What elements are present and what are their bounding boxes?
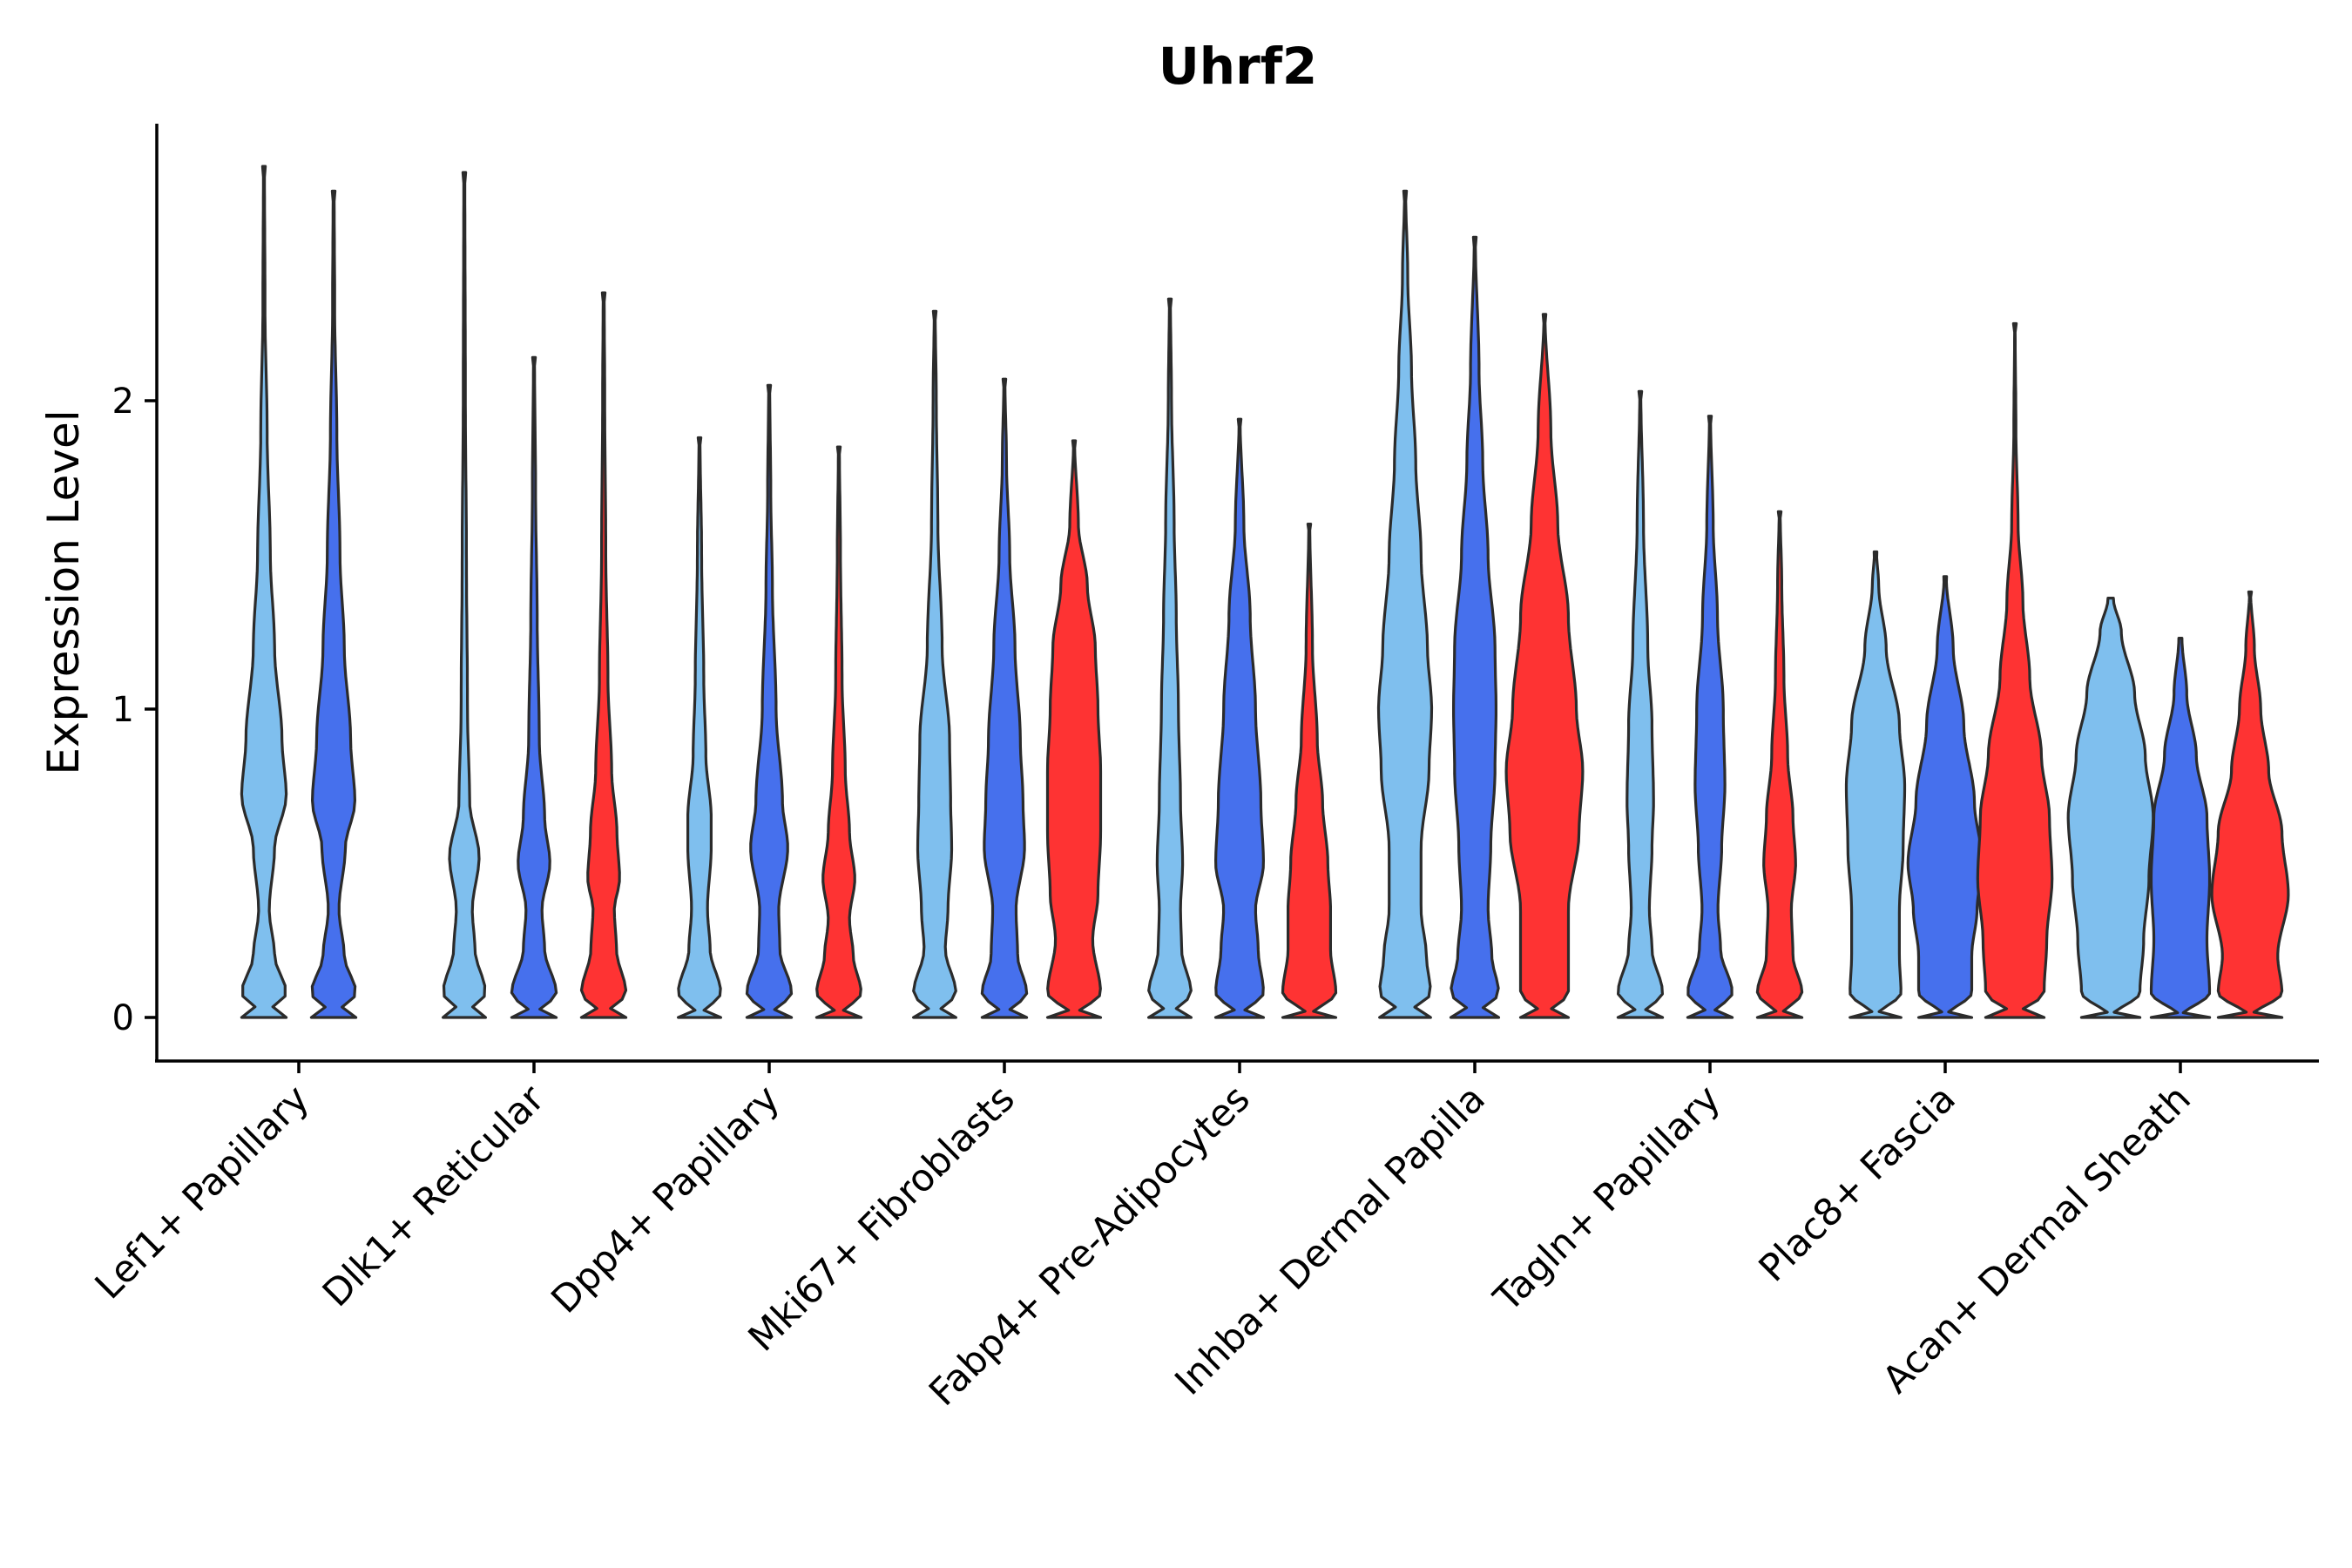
violin-1-1 bbox=[240, 165, 288, 1019]
violin-9-1 bbox=[2066, 597, 2155, 1019]
violin-3-3 bbox=[814, 445, 863, 1019]
violin-group-5 bbox=[1147, 297, 1338, 1019]
y-ticks: 0 1 2 bbox=[112, 382, 157, 1038]
violin-2-1 bbox=[442, 171, 487, 1019]
x-tick-label: Dpp4+ Papillary bbox=[544, 1077, 788, 1321]
violin-5-1 bbox=[1147, 297, 1193, 1019]
violin-group-2 bbox=[442, 171, 628, 1019]
violins-layer bbox=[240, 165, 2290, 1019]
violin-7-1 bbox=[1616, 389, 1665, 1019]
y-tick-label: 2 bbox=[112, 382, 134, 422]
violin-6-1 bbox=[1376, 189, 1434, 1019]
violin-2-3 bbox=[579, 291, 628, 1019]
violin-group-3 bbox=[677, 383, 863, 1019]
violin-7-3 bbox=[1755, 510, 1804, 1019]
violin-8-2 bbox=[1906, 575, 1984, 1019]
violin-group-6 bbox=[1376, 189, 1585, 1019]
x-tick-label: Tagln+ Papillary bbox=[1485, 1077, 1729, 1321]
violin-3-1 bbox=[677, 436, 722, 1019]
violin-1-2 bbox=[309, 189, 358, 1019]
violin-4-1 bbox=[912, 309, 957, 1019]
x-tick-label: Mki67+ Fibroblasts bbox=[740, 1077, 1024, 1360]
y-axis-label: Expression Level bbox=[38, 409, 89, 774]
violin-group-9 bbox=[2066, 590, 2290, 1019]
violin-group-8 bbox=[1844, 321, 2054, 1019]
violin-4-2 bbox=[980, 377, 1029, 1019]
chart-title: Uhrf2 bbox=[1159, 37, 1318, 96]
violin-7-2 bbox=[1686, 415, 1734, 1019]
violin-9-2 bbox=[2149, 637, 2212, 1019]
x-tick-label: Plac8+ Fascia bbox=[1751, 1077, 1964, 1290]
axes-layer bbox=[155, 124, 2319, 1063]
violin-6-2 bbox=[1449, 235, 1501, 1019]
violin-5-2 bbox=[1213, 417, 1266, 1019]
violin-4-3 bbox=[1045, 439, 1103, 1019]
x-tick-label: Dlk1+ Reticular bbox=[314, 1077, 553, 1315]
x-tick-label: Lef1+ Papillary bbox=[87, 1077, 318, 1308]
violin-2-2 bbox=[510, 355, 558, 1019]
violin-8-1 bbox=[1844, 550, 1907, 1019]
violin-group-7 bbox=[1616, 389, 1804, 1019]
violin-group-1 bbox=[240, 165, 358, 1019]
violin-3-2 bbox=[745, 383, 794, 1019]
violin-9-3 bbox=[2210, 590, 2290, 1019]
violin-5-3 bbox=[1281, 523, 1338, 1019]
violin-8-3 bbox=[1976, 321, 2054, 1019]
violin-6-3 bbox=[1504, 313, 1585, 1019]
y-tick-label: 1 bbox=[112, 690, 134, 730]
y-tick-label: 0 bbox=[112, 998, 134, 1038]
violin-group-4 bbox=[912, 309, 1103, 1019]
